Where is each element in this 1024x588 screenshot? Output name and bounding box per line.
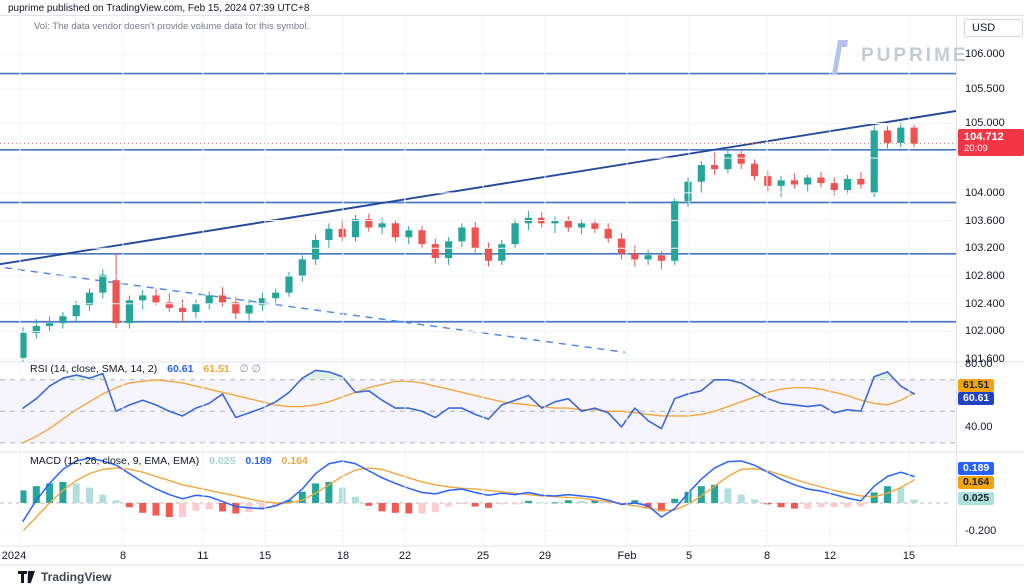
rsi-extra: ∅ ∅ bbox=[239, 363, 261, 375]
time-label: Feb bbox=[617, 550, 637, 562]
tradingview-logo-icon[interactable] bbox=[18, 570, 35, 583]
rsi-sma-value: 61.51 bbox=[203, 363, 230, 375]
macd-badge: 0.189 bbox=[958, 462, 995, 475]
price-tick: 101.600 bbox=[965, 353, 1005, 366]
last-price-badge: 104.712 20:09 bbox=[958, 129, 1024, 156]
time-label: 2024 bbox=[1, 550, 27, 562]
time-label: 29 bbox=[538, 550, 552, 562]
macd-hist-value: 0.025 bbox=[209, 455, 236, 467]
bar-countdown: 20:09 bbox=[964, 143, 988, 154]
price-tick: 103.200 bbox=[965, 242, 1005, 255]
time-label: 25 bbox=[476, 550, 490, 562]
macd-signal-badge: 0.164 bbox=[958, 476, 995, 489]
time-label: 18 bbox=[336, 550, 350, 562]
price-tick: 102.800 bbox=[965, 270, 1005, 283]
macd-legend[interactable]: MACD (12, 26, close, 9, EMA, EMA) 0.025 … bbox=[30, 455, 315, 467]
rsi-legend-title: RSI (14, close, SMA, 14, 2) bbox=[30, 363, 158, 375]
currency-button[interactable]: USD bbox=[964, 19, 1023, 37]
time-label: 15 bbox=[902, 550, 916, 562]
macd-hist-badge: 0.025 bbox=[958, 492, 995, 505]
macd-tick: -0.200 bbox=[965, 525, 997, 537]
price-tick: 102.400 bbox=[965, 297, 1005, 310]
price-tick: 105.000 bbox=[965, 117, 1005, 130]
price-tick: 102.000 bbox=[965, 325, 1005, 338]
price-tick: 104.000 bbox=[965, 186, 1005, 199]
time-label: 22 bbox=[398, 550, 412, 562]
rsi-sma-badge: 61.51 bbox=[958, 379, 995, 392]
time-label: 15 bbox=[258, 550, 272, 562]
last-price-value: 104.712 bbox=[964, 131, 1004, 143]
rsi-value: 60.61 bbox=[167, 363, 194, 375]
price-tick: 106.000 bbox=[965, 48, 1005, 61]
time-label: 8 bbox=[763, 550, 771, 562]
rsi-tick: 80.00 bbox=[965, 358, 993, 371]
macd-signal-value: 0.164 bbox=[281, 455, 308, 467]
rsi-tick: 40.00 bbox=[965, 420, 993, 433]
time-label: 11 bbox=[197, 550, 209, 562]
footer-brand[interactable]: TradingView bbox=[41, 569, 112, 584]
time-label: 8 bbox=[119, 550, 127, 562]
price-tick: 103.600 bbox=[965, 214, 1005, 227]
rsi-legend[interactable]: RSI (14, close, SMA, 14, 2) 60.61 61.51 … bbox=[30, 363, 268, 375]
macd-legend-title: MACD (12, 26, close, 9, EMA, EMA) bbox=[30, 455, 200, 467]
published-line: puprime published on TradingView.com, Fe… bbox=[8, 3, 310, 14]
time-label: 5 bbox=[685, 550, 693, 562]
price-tick: 105.500 bbox=[965, 82, 1005, 95]
macd-value: 0.189 bbox=[245, 455, 272, 467]
time-label: 12 bbox=[823, 550, 837, 562]
rsi-badge: 60.61 bbox=[958, 392, 995, 405]
footer: TradingView bbox=[0, 565, 1024, 588]
